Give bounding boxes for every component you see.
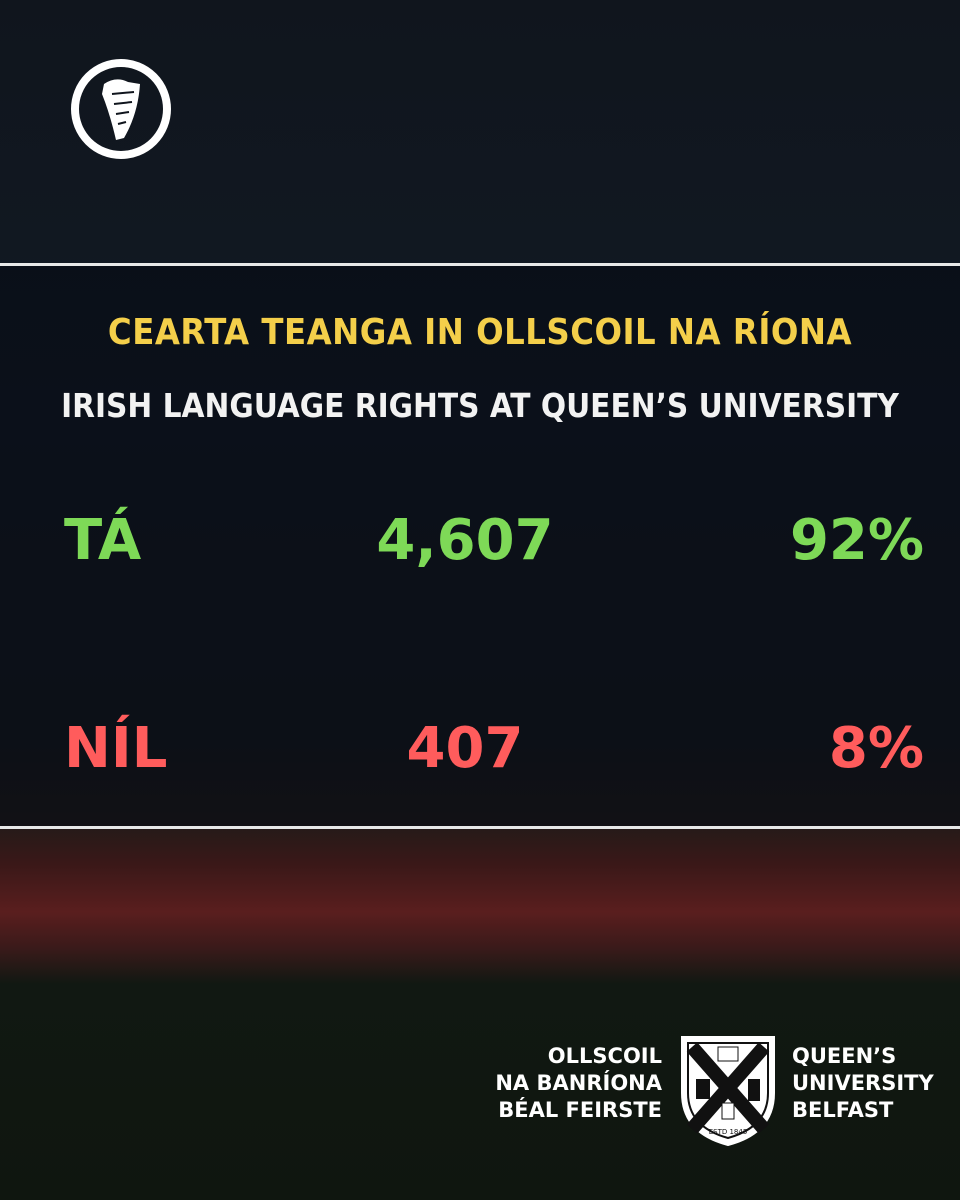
result-label: NÍL [64, 716, 168, 781]
irish-name: OLLSCOIL NA BANRÍONA BÉAL FEIRSTE [495, 1043, 662, 1124]
subtitle: IRISH LANGUAGE RIGHTS AT QUEEN’S UNIVERS… [61, 386, 899, 425]
result-count: 4,607 [376, 508, 554, 573]
harp-logo [71, 59, 171, 159]
name-line: OLLSCOIL [547, 1044, 662, 1068]
result-count: 407 [406, 716, 524, 781]
result-percent: 8% [828, 716, 924, 781]
english-name: QUEEN’S UNIVERSITY BELFAST [792, 1043, 934, 1124]
crest: ESTD 1845 [681, 1036, 775, 1147]
name-line: NA BANRÍONA [495, 1071, 662, 1095]
name-line: QUEEN’S [792, 1044, 897, 1068]
name-line: UNIVERSITY [792, 1071, 934, 1095]
name-line: BELFAST [792, 1098, 894, 1122]
crest-text: ESTD 1845 [709, 1128, 748, 1136]
name-line: BÉAL FEIRSTE [498, 1098, 662, 1122]
result-label: TÁ [64, 508, 142, 573]
title: CEARTA TEANGA IN OLLSCOIL NA RÍONA [107, 312, 853, 353]
result-percent: 92% [789, 508, 924, 573]
results-band [0, 263, 960, 829]
